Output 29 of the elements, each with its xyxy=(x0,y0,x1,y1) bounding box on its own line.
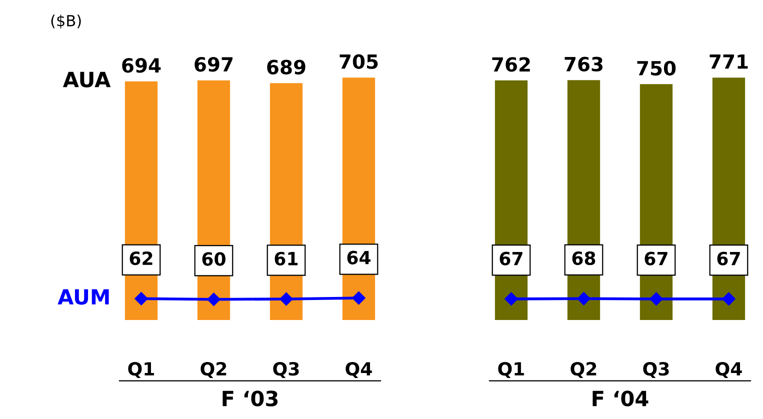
x-tick-label: Q2 xyxy=(570,362,596,378)
data-label: 62 xyxy=(130,251,152,266)
data-label: 60 xyxy=(202,252,226,266)
data-label: 67 xyxy=(717,252,740,266)
x-axis-title: F ‘03 xyxy=(222,390,278,406)
data-label: 67 xyxy=(500,252,522,266)
data-label: 762 xyxy=(492,57,530,72)
data-label: 763 xyxy=(564,56,602,72)
data-label: 61 xyxy=(274,252,298,266)
data-label: 64 xyxy=(347,250,370,264)
x-tick-label: Q4 xyxy=(346,362,372,378)
series-label: AUA xyxy=(62,72,111,88)
data-label: 689 xyxy=(267,60,306,74)
x-tick-label: Q1 xyxy=(498,362,524,378)
data-label: 705 xyxy=(340,54,378,69)
x-tick-label: Q3 xyxy=(273,362,299,378)
data-label: 694 xyxy=(122,58,161,73)
data-label: 750 xyxy=(637,60,676,76)
data-label: 771 xyxy=(710,54,748,69)
x-tick-label: Q4 xyxy=(716,362,742,378)
x-tick-label: Q1 xyxy=(128,362,154,378)
data-label: 697 xyxy=(194,57,232,72)
x-axis-title: F ‘04 xyxy=(592,390,648,406)
x-tick-label: Q2 xyxy=(200,362,226,378)
data-label: 67 xyxy=(644,252,668,266)
series-label: AUM xyxy=(58,289,109,305)
data-label: 68 xyxy=(572,251,596,266)
text: ($B) xyxy=(51,14,81,28)
x-tick-label: Q3 xyxy=(643,362,669,378)
